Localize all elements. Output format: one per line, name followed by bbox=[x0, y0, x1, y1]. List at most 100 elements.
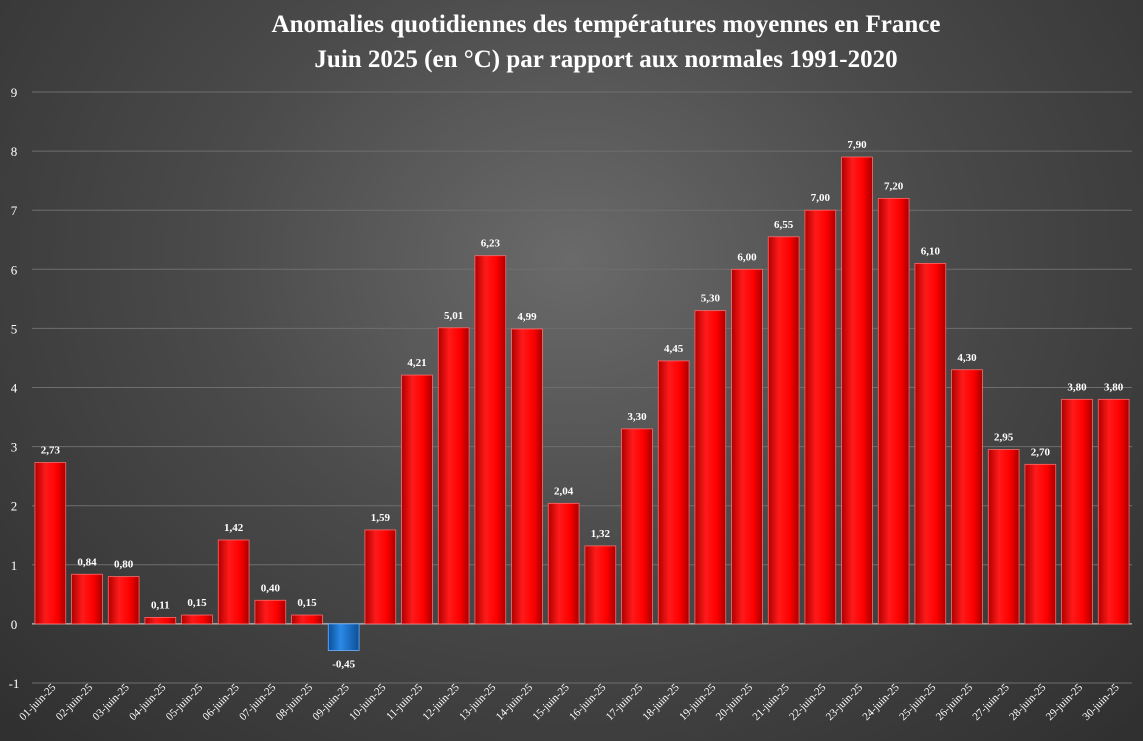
data-label-28-juin-25: 2,70 bbox=[1031, 446, 1051, 458]
y-axis-ticks: -1 0 1 2 3 4 5 6 7 8 9 bbox=[9, 85, 20, 691]
bar-03-juin-25 bbox=[107, 576, 140, 625]
data-label-27-juin-25: 2,95 bbox=[994, 432, 1014, 444]
x-tick-label: 17-juin-25 bbox=[604, 681, 646, 723]
data-label-25-juin-25: 6,10 bbox=[921, 245, 941, 257]
y-tick-label: 1 bbox=[11, 558, 18, 573]
bar-04-juin-25 bbox=[144, 616, 177, 625]
bar-02-juin-25 bbox=[71, 573, 103, 625]
y-tick-label: 9 bbox=[11, 85, 18, 100]
bar-19-juin-25 bbox=[694, 310, 727, 625]
data-label-04-juin-25: 0,11 bbox=[151, 599, 170, 611]
bar-13-juin-25 bbox=[474, 255, 507, 625]
x-tick-label: 26-juin-25 bbox=[934, 681, 976, 723]
data-label-08-juin-25: 0,15 bbox=[297, 597, 317, 609]
bar-28-juin-25 bbox=[1024, 463, 1057, 625]
x-tick-label: 29-juin-25 bbox=[1044, 681, 1086, 723]
data-label-24-juin-25: 7,20 bbox=[884, 180, 904, 192]
x-tick-label: 10-juin-25 bbox=[347, 681, 389, 723]
x-tick-label: 27-juin-25 bbox=[970, 681, 1012, 723]
data-label-26-juin-25: 4,30 bbox=[957, 352, 977, 364]
bar-10-juin-25 bbox=[364, 529, 397, 625]
bar-20-juin-25 bbox=[731, 268, 763, 625]
data-label-03-juin-25: 0,80 bbox=[114, 559, 134, 571]
y-tick-label: 4 bbox=[11, 381, 18, 396]
y-tick-label: 6 bbox=[11, 262, 18, 277]
bar-08-juin-25 bbox=[291, 614, 323, 625]
gridlines bbox=[32, 91, 1132, 684]
bar-25-juin-25 bbox=[914, 262, 947, 625]
x-tick-label: 12-juin-25 bbox=[420, 681, 462, 723]
data-label-01-juin-25: 2,73 bbox=[41, 445, 61, 457]
x-tick-label: 06-juin-25 bbox=[200, 681, 242, 723]
data-label-05-juin-25: 0,15 bbox=[187, 597, 207, 609]
bar-07-juin-25 bbox=[254, 599, 287, 625]
y-tick-label: 0 bbox=[11, 617, 18, 632]
data-label-18-juin-25: 4,45 bbox=[664, 343, 684, 355]
bar-16-juin-25 bbox=[584, 545, 617, 625]
x-tick-label: 18-juin-25 bbox=[640, 681, 682, 723]
data-label-12-juin-25: 5,01 bbox=[444, 310, 463, 322]
data-label-14-juin-25: 4,99 bbox=[517, 311, 537, 323]
chart-title-line-2: Juin 2025 (en °C) par rapport aux normal… bbox=[314, 46, 897, 73]
x-tick-label: 13-juin-25 bbox=[457, 681, 499, 723]
data-label-17-juin-25: 3,30 bbox=[627, 411, 647, 423]
x-tick-label: 16-juin-25 bbox=[567, 681, 609, 723]
bar-24-juin-25 bbox=[877, 197, 910, 625]
data-label-10-juin-25: 1,59 bbox=[371, 512, 391, 524]
data-label-22-juin-25: 7,00 bbox=[811, 192, 831, 204]
data-label-13-juin-25: 6,23 bbox=[481, 238, 501, 250]
y-tick-label: 3 bbox=[11, 440, 18, 455]
data-label-30-juin-25: 3,80 bbox=[1104, 381, 1124, 393]
x-tick-label: 21-juin-25 bbox=[750, 681, 792, 723]
y-tick-label: 5 bbox=[11, 321, 18, 336]
bar-23-juin-25 bbox=[841, 156, 873, 625]
data-label-23-juin-25: 7,90 bbox=[847, 139, 867, 151]
x-tick-label: 15-juin-25 bbox=[530, 681, 572, 723]
bar-01-juin-25 bbox=[34, 462, 67, 625]
x-tick-label: 22-juin-25 bbox=[787, 681, 829, 723]
bar-30-juin-25 bbox=[1097, 398, 1130, 625]
x-tick-label: 11-juin-25 bbox=[384, 681, 425, 722]
bar-26-juin-25 bbox=[951, 369, 983, 625]
y-tick-label: 8 bbox=[11, 144, 18, 159]
x-tick-label: 04-juin-25 bbox=[127, 681, 169, 723]
x-tick-label: 08-juin-25 bbox=[274, 681, 316, 723]
data-label-19-juin-25: 5,30 bbox=[701, 293, 721, 305]
x-tick-label: 09-juin-25 bbox=[310, 681, 352, 723]
x-tick-label: 14-juin-25 bbox=[494, 681, 536, 723]
data-label-06-juin-25: 1,42 bbox=[224, 522, 244, 534]
bar-11-juin-25 bbox=[401, 374, 433, 625]
data-label-15-juin-25: 2,04 bbox=[554, 485, 574, 497]
x-tick-label: 30-juin-25 bbox=[1080, 681, 1122, 723]
bar-14-juin-25 bbox=[511, 328, 543, 625]
data-label-20-juin-25: 6,00 bbox=[737, 251, 757, 263]
bar-06-juin-25 bbox=[217, 539, 250, 625]
bar-15-juin-25 bbox=[547, 502, 580, 625]
data-label-16-juin-25: 1,32 bbox=[591, 528, 611, 540]
y-tick-label: -1 bbox=[9, 676, 20, 691]
x-tick-label: 01-juin-25 bbox=[17, 681, 59, 723]
data-label-09-juin-25: -0,45 bbox=[332, 658, 355, 670]
bar-12-juin-25 bbox=[437, 327, 470, 625]
x-tick-label: 07-juin-25 bbox=[237, 681, 279, 723]
data-label-11-juin-25: 4,21 bbox=[407, 357, 426, 369]
data-labels: 2,73 0,84 0,80 0,11 0,15 1,42 0,40 0,15 -0,45 1,5… bbox=[41, 139, 1124, 670]
x-tick-label: 28-juin-25 bbox=[1007, 681, 1049, 723]
bar-05-juin-25 bbox=[181, 614, 213, 625]
bar-27-juin-25 bbox=[987, 449, 1020, 625]
x-tick-label: 03-juin-25 bbox=[90, 681, 132, 723]
x-tick-label: 02-juin-25 bbox=[54, 681, 96, 723]
data-label-07-juin-25: 0,40 bbox=[261, 582, 281, 594]
x-tick-label: 23-juin-25 bbox=[824, 681, 866, 723]
bar-21-juin-25 bbox=[767, 236, 800, 625]
data-label-02-juin-25: 0,84 bbox=[77, 556, 97, 568]
y-tick-label: 2 bbox=[11, 499, 18, 514]
y-tick-label: 7 bbox=[11, 203, 18, 218]
x-tick-label: 24-juin-25 bbox=[860, 681, 902, 723]
bars bbox=[34, 156, 1130, 651]
bar-29-juin-25 bbox=[1061, 398, 1093, 625]
x-tick-label: 19-juin-25 bbox=[677, 681, 719, 723]
x-tick-label: 25-juin-25 bbox=[897, 681, 939, 723]
data-label-29-juin-25: 3,80 bbox=[1067, 381, 1087, 393]
